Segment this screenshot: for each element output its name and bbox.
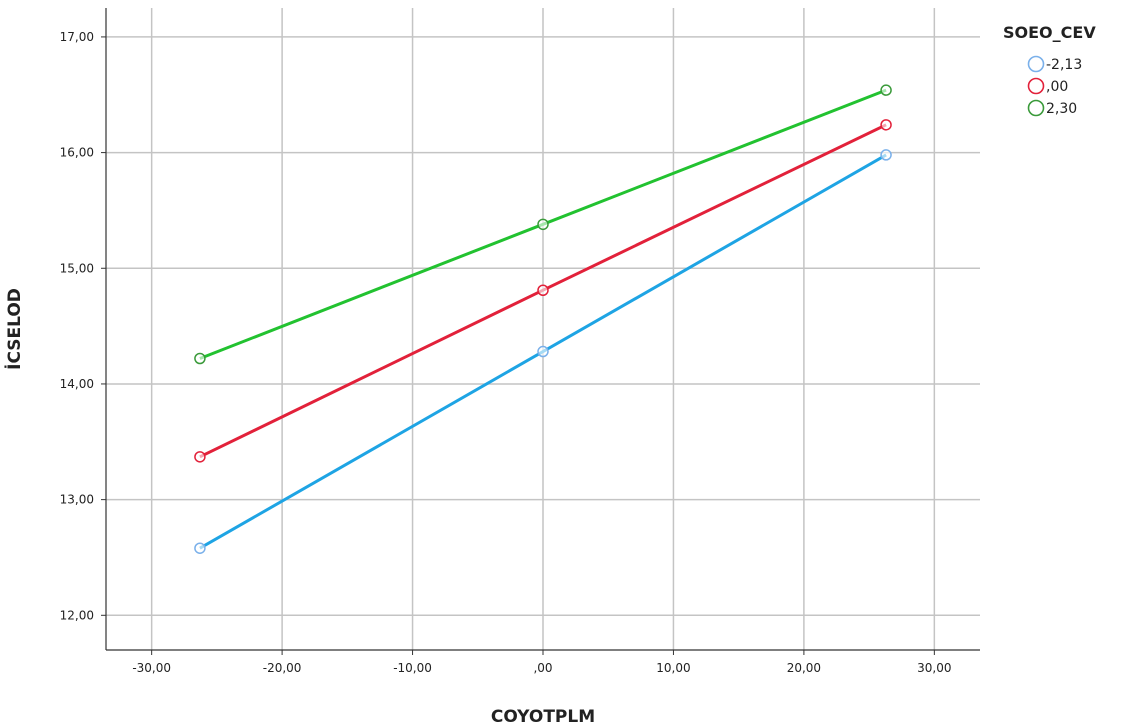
legend-marker: [1027, 55, 1045, 73]
x-tick-label: 20,00: [787, 661, 821, 675]
legend-label: ,00: [1046, 79, 1068, 95]
y-axis-title: İCSELOD: [3, 288, 25, 370]
series: [194, 84, 892, 554]
data-point: [880, 84, 892, 96]
x-tick-label: 30,00: [917, 661, 951, 675]
data-point: [880, 149, 892, 161]
data-point: [537, 345, 549, 358]
x-axis-title: COYOTPLM: [491, 707, 595, 727]
y-tick-label: 16,00: [60, 146, 94, 160]
legend-label: 2,30: [1046, 101, 1077, 117]
data-point: [537, 218, 549, 231]
y-tick-label: 14,00: [60, 377, 94, 391]
x-tick-label: ,00: [533, 661, 552, 675]
legend: SOEO_CEV -2,13 ,00 2,30: [1003, 23, 1096, 117]
data-point: [537, 284, 549, 296]
y-tick-label: 17,00: [60, 30, 94, 44]
x-tick-labels: -30,00 -20,00 -10,00 ,00 10,00 20,00 30,00: [132, 650, 952, 675]
y-tick-label: 13,00: [60, 493, 94, 507]
legend-label: -2,13: [1046, 57, 1082, 73]
data-point: [194, 542, 206, 554]
x-tick-label: -10,00: [393, 661, 432, 675]
data-point: [194, 352, 206, 365]
legend-title: SOEO_CEV: [1003, 23, 1096, 42]
data-point: [880, 119, 892, 131]
data-point: [194, 451, 206, 463]
legend-marker: [1027, 77, 1045, 95]
x-tick-label: 10,00: [656, 661, 690, 675]
x-tick-label: -30,00: [132, 661, 171, 675]
y-tick-label: 15,00: [60, 261, 94, 275]
legend-marker: [1027, 99, 1045, 117]
x-tick-label: -20,00: [263, 661, 302, 675]
y-tick-labels: 12,00 13,00 14,00 15,00 16,00 17,00: [60, 30, 106, 622]
y-tick-label: 12,00: [60, 608, 94, 622]
grid: [106, 8, 980, 650]
